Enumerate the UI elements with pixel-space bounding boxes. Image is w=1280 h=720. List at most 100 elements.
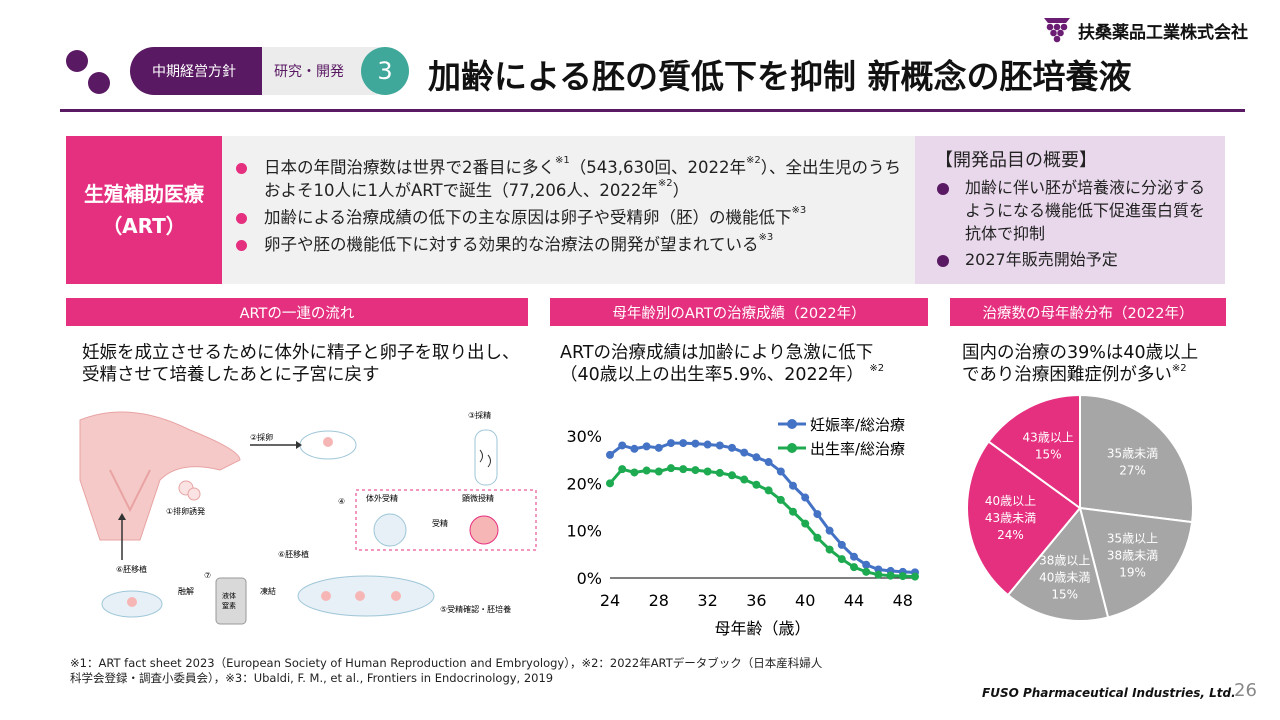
step6a-label: ⑥胚移植 (278, 549, 309, 559)
art-bullet-1: 日本の年間治療数は世界で2番目に多く※1（543,630回、2022年※2）、全… (236, 156, 901, 202)
pie-labels: 35歳未満 27% 35歳以上 38歳未満 19% 38歳以上 40歳未満 15% 40歳以上 4… (985, 431, 1158, 602)
culture-dish (297, 575, 435, 617)
flow-heading: ARTの一連の流れ (66, 298, 528, 326)
x-tick-label: 24 (600, 591, 620, 610)
series-1-point (825, 526, 834, 535)
pie-label: 24% (997, 528, 1024, 542)
series-1-point (618, 441, 627, 450)
pie-label: 40歳未満 (1039, 570, 1090, 584)
series-2-point (837, 555, 846, 564)
pie-label: 43歳以上 (1023, 431, 1074, 445)
freeze-label: 凍結 (260, 586, 276, 596)
pie-label: 40歳以上 (985, 494, 1036, 508)
art-bullet-2: 加齢による治療成績の低下の主な原因は卵子や受精卵（胚）の機能低下※3 (236, 206, 901, 229)
series-1-point (703, 440, 712, 449)
series-2-point (874, 570, 883, 579)
series-1-point (837, 540, 846, 549)
series-1-point (642, 442, 651, 451)
series-1-point (801, 493, 810, 502)
series-line-1 (609, 441, 916, 574)
step5-label: ⑤受精確認・胚培養 (440, 604, 511, 614)
pie-slice-4 (966, 440, 1082, 597)
x-tick-label: 32 (697, 591, 717, 610)
distribution-heading: 治療数の母年齢分布（2022年） (950, 298, 1226, 326)
distribution-description: 国内の治療の39%は40歳以上 であり治療困難症例が多い※2 (962, 343, 1199, 385)
pie-label: 35歳以上 (1107, 531, 1158, 545)
series-2-point (618, 465, 627, 474)
art-summary: 日本の年間治療数は世界で2番目に多く※1（543,630回、2022年※2）、全… (222, 136, 915, 284)
series-2-point (654, 467, 663, 476)
series-1-point (654, 443, 663, 452)
art-label: 生殖補助医療 （ART） (66, 136, 222, 284)
series-2-point (886, 571, 895, 580)
series-2-point (642, 466, 651, 475)
series-2-point (667, 464, 675, 473)
tag-number: 3 (361, 47, 409, 95)
series-2-point (862, 567, 871, 576)
page-title: 加齢による胚の質低下を抑制 新概念の胚培養液 (428, 57, 1132, 96)
development-summary: 【開発品目の概要】 加齢に伴い胚が培養液に分泌するようになる機能低下促進蛋白質を… (915, 136, 1225, 284)
series-1-point (850, 552, 858, 561)
legend-marker (787, 419, 797, 429)
series-2-point (764, 486, 773, 495)
series-1-point (862, 560, 871, 569)
pie-slices (966, 393, 1194, 622)
series-1-point (776, 467, 785, 476)
pie-slice-2 (1078, 506, 1194, 619)
series-2-point (691, 466, 700, 475)
step4-label: ④ (338, 497, 345, 506)
series-1-point (728, 443, 736, 452)
x-tick-label: 40 (795, 591, 815, 610)
x-tick-label: 28 (649, 591, 669, 610)
pie-label: 38歳以上 (1039, 553, 1090, 567)
company-logo: 扶桑薬品工業株式会社 (1042, 14, 1248, 46)
fertilization-label: 受精 (432, 518, 448, 528)
y-tick-label: 20% (566, 474, 602, 493)
development-title: 【開発品目の概要】 (935, 150, 1097, 171)
pie-slice-1 (1079, 393, 1194, 524)
step3-label: ③採精 (468, 410, 491, 420)
ivf-label: 体外受精 (366, 493, 398, 503)
y-tick-label: 10% (566, 522, 602, 541)
series-1-point (691, 439, 700, 448)
ln2-label-2: 窒素 (222, 601, 236, 610)
title-divider (60, 109, 1245, 112)
pie-slice-5 (987, 393, 1081, 510)
series-1-point (715, 441, 724, 450)
x-tick-label: 36 (746, 591, 766, 610)
x-axis-label: 母年齢（歳） (714, 619, 810, 638)
age-distribution-pie: 35歳未満 27% 35歳以上 38歳未満 19% 38歳以上 40歳未満 15% 40歳以上 4… (966, 393, 1194, 622)
footnotes: ※1：ART fact sheet 2023（European Society … (70, 656, 823, 685)
pie-label: 15% (1051, 587, 1078, 601)
pie-label: 35歳未満 (1107, 447, 1158, 461)
pie-label: 15% (1035, 448, 1062, 462)
art-label-line1: 生殖補助医療 (84, 182, 204, 206)
series-2-point (728, 471, 736, 480)
step6b-label: ⑥胚移植 (116, 564, 147, 574)
series-2-point (776, 495, 785, 504)
y-tick-label: 30% (566, 427, 602, 446)
uterus-illustration (79, 411, 241, 541)
grape-logo-icon (1044, 18, 1070, 43)
page-number: 26 (1234, 680, 1257, 701)
series-2-point (801, 519, 810, 528)
series-line-2 (608, 466, 916, 579)
series-2-point (898, 572, 907, 581)
series-2-point (630, 468, 639, 477)
series-2-point (679, 465, 688, 474)
flow-description: 妊娠を成立させるために体外に精子と卵子を取り出し、受精させて培養したあとに子宮に… (82, 343, 520, 385)
series-2-point (715, 468, 724, 477)
company-name: 扶桑薬品工業株式会社 (1078, 22, 1248, 43)
series-1-point (813, 510, 822, 519)
ln2-label-1: 液体 (222, 591, 236, 600)
outcome-heading: 母年齢別のARTの治療成績（2022年） (550, 298, 928, 326)
icsi-label: 顕微授精 (462, 493, 494, 503)
legend-label: 出生率/総治療 (810, 440, 905, 458)
art-label-line2: （ART） (102, 214, 186, 238)
series-1-point (606, 450, 614, 459)
outcome-line-chart: 0% 10% 20% 30% 24 28 32 36 40 44 48 母年齢（歳） 妊娠率/総治療出… (566, 416, 919, 638)
pie-label: 27% (1119, 464, 1146, 478)
section-tag: 中期経営方針 研究・開発 3 (130, 47, 409, 95)
